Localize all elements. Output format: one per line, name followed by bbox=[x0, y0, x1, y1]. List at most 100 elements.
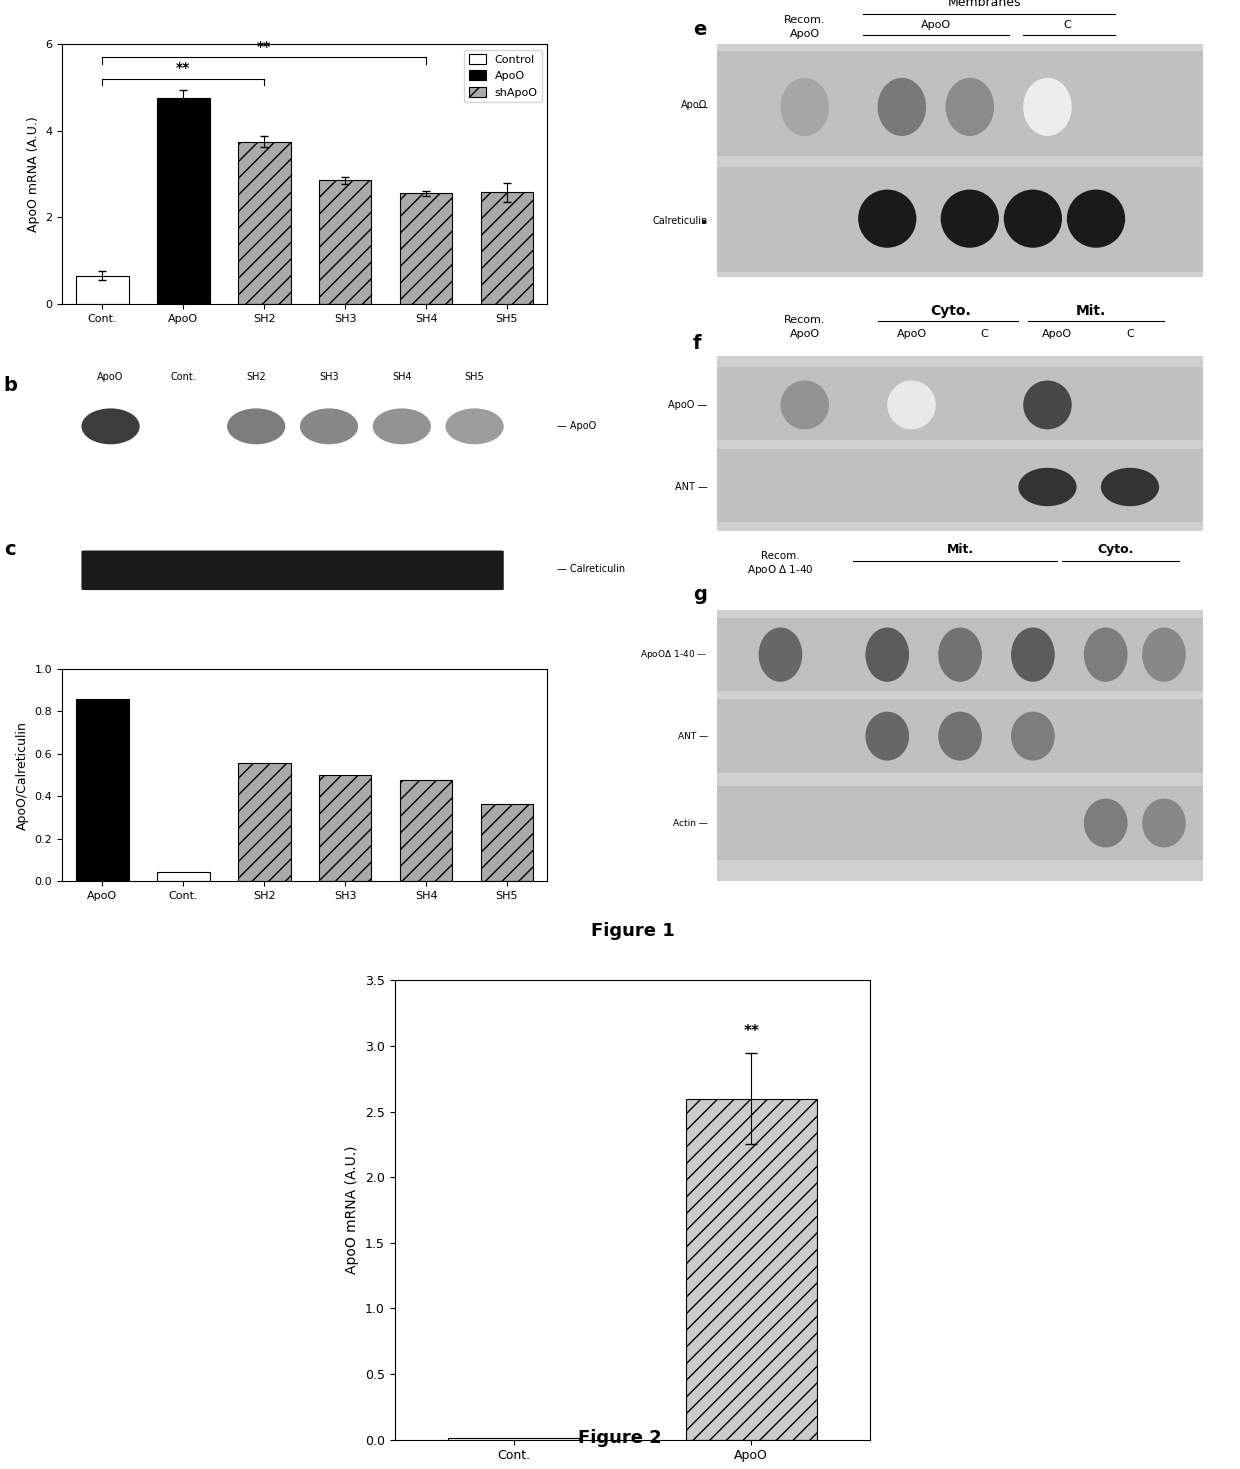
Text: C: C bbox=[981, 329, 988, 338]
Text: —: — bbox=[697, 101, 708, 112]
Ellipse shape bbox=[780, 78, 830, 137]
Text: ANT —: ANT — bbox=[677, 732, 708, 740]
Text: f: f bbox=[693, 333, 702, 353]
Bar bbox=[399, 194, 453, 304]
Text: C: C bbox=[1126, 329, 1133, 338]
Text: SH4: SH4 bbox=[392, 372, 412, 382]
Text: C: C bbox=[1063, 21, 1071, 29]
Text: g: g bbox=[693, 586, 707, 604]
Bar bbox=[157, 871, 210, 881]
Text: Recom.: Recom. bbox=[784, 16, 826, 25]
FancyBboxPatch shape bbox=[718, 367, 1203, 439]
FancyBboxPatch shape bbox=[718, 699, 1203, 773]
Text: ApoO: ApoO bbox=[897, 329, 926, 338]
Text: — Calreticulin: — Calreticulin bbox=[557, 564, 625, 574]
Y-axis label: ApoO/Calreticulin: ApoO/Calreticulin bbox=[16, 721, 29, 830]
Ellipse shape bbox=[866, 627, 909, 682]
Ellipse shape bbox=[373, 408, 432, 444]
FancyBboxPatch shape bbox=[718, 167, 1203, 272]
Bar bbox=[238, 141, 290, 304]
Ellipse shape bbox=[445, 408, 503, 444]
Ellipse shape bbox=[888, 380, 936, 429]
Ellipse shape bbox=[941, 190, 999, 248]
Ellipse shape bbox=[946, 78, 994, 137]
Text: ApoO —: ApoO — bbox=[668, 400, 708, 410]
FancyBboxPatch shape bbox=[82, 551, 503, 591]
Bar bbox=[238, 764, 290, 881]
Text: e: e bbox=[693, 21, 707, 40]
Ellipse shape bbox=[939, 627, 982, 682]
Text: Mit.: Mit. bbox=[946, 542, 973, 555]
Ellipse shape bbox=[82, 408, 140, 444]
Text: SH5: SH5 bbox=[465, 372, 485, 382]
Text: SH2: SH2 bbox=[247, 372, 267, 382]
Text: ApoO: ApoO bbox=[790, 29, 820, 40]
Ellipse shape bbox=[780, 380, 830, 429]
Text: ApoO: ApoO bbox=[681, 100, 708, 110]
Bar bbox=[319, 776, 372, 881]
Text: **: ** bbox=[257, 40, 272, 53]
Ellipse shape bbox=[939, 711, 982, 761]
Ellipse shape bbox=[300, 408, 358, 444]
Ellipse shape bbox=[759, 627, 802, 682]
Bar bbox=[76, 699, 129, 881]
Ellipse shape bbox=[1084, 627, 1127, 682]
Ellipse shape bbox=[866, 711, 909, 761]
Text: Recom.: Recom. bbox=[761, 551, 800, 561]
Ellipse shape bbox=[1018, 467, 1076, 507]
Text: Cont.: Cont. bbox=[170, 372, 196, 382]
Ellipse shape bbox=[1066, 190, 1125, 248]
Ellipse shape bbox=[1084, 799, 1127, 848]
Text: •: • bbox=[699, 216, 708, 231]
Text: Recom.: Recom. bbox=[784, 314, 826, 325]
Text: Figure 2: Figure 2 bbox=[578, 1429, 662, 1447]
Bar bbox=[399, 780, 453, 881]
FancyBboxPatch shape bbox=[718, 786, 1203, 859]
Y-axis label: ApoO mRNA (A.U.): ApoO mRNA (A.U.) bbox=[26, 116, 40, 232]
Ellipse shape bbox=[1142, 799, 1185, 848]
Ellipse shape bbox=[1142, 627, 1185, 682]
FancyBboxPatch shape bbox=[718, 448, 1203, 521]
Bar bbox=[157, 98, 210, 304]
Ellipse shape bbox=[227, 408, 285, 444]
FancyBboxPatch shape bbox=[718, 44, 1203, 276]
Ellipse shape bbox=[1023, 78, 1071, 137]
Text: ApoO$\Delta$ 1-40 —: ApoO$\Delta$ 1-40 — bbox=[640, 648, 708, 661]
Text: ApoO $\Delta$ 1-40: ApoO $\Delta$ 1-40 bbox=[748, 563, 813, 577]
Bar bbox=[686, 1099, 817, 1440]
Text: c: c bbox=[4, 541, 15, 560]
Ellipse shape bbox=[878, 78, 926, 137]
Ellipse shape bbox=[1003, 190, 1061, 248]
Bar bbox=[481, 192, 533, 304]
Ellipse shape bbox=[858, 190, 916, 248]
Text: **: ** bbox=[176, 62, 191, 75]
Bar bbox=[481, 804, 533, 881]
Text: SH3: SH3 bbox=[319, 372, 339, 382]
Bar bbox=[319, 181, 372, 304]
Text: b: b bbox=[4, 376, 17, 395]
Text: Calreticulin: Calreticulin bbox=[652, 216, 708, 226]
Text: Actin —: Actin — bbox=[673, 818, 708, 827]
Legend: Control, ApoO, shApoO: Control, ApoO, shApoO bbox=[465, 50, 542, 101]
Text: Cyto.: Cyto. bbox=[1097, 542, 1133, 555]
Text: — ApoO: — ApoO bbox=[557, 422, 596, 432]
Ellipse shape bbox=[1101, 467, 1159, 507]
Text: ApoO: ApoO bbox=[98, 372, 124, 382]
Text: **: ** bbox=[743, 1024, 759, 1040]
Y-axis label: ApoO mRNA (A.U.): ApoO mRNA (A.U.) bbox=[346, 1146, 360, 1274]
FancyBboxPatch shape bbox=[718, 618, 1203, 692]
FancyBboxPatch shape bbox=[718, 51, 1203, 156]
Text: ApoO: ApoO bbox=[921, 21, 951, 29]
Ellipse shape bbox=[1011, 711, 1055, 761]
Ellipse shape bbox=[1023, 380, 1071, 429]
Text: ApoO: ApoO bbox=[790, 329, 820, 338]
Text: Membranes: Membranes bbox=[947, 0, 1021, 9]
Text: ApoO: ApoO bbox=[1042, 329, 1073, 338]
Text: Cyto.: Cyto. bbox=[930, 304, 971, 317]
Text: Mit.: Mit. bbox=[1076, 304, 1106, 317]
Text: Figure 1: Figure 1 bbox=[590, 923, 675, 940]
Ellipse shape bbox=[1011, 627, 1055, 682]
FancyBboxPatch shape bbox=[718, 610, 1203, 881]
Text: ANT —: ANT — bbox=[675, 482, 708, 492]
FancyBboxPatch shape bbox=[718, 355, 1203, 530]
